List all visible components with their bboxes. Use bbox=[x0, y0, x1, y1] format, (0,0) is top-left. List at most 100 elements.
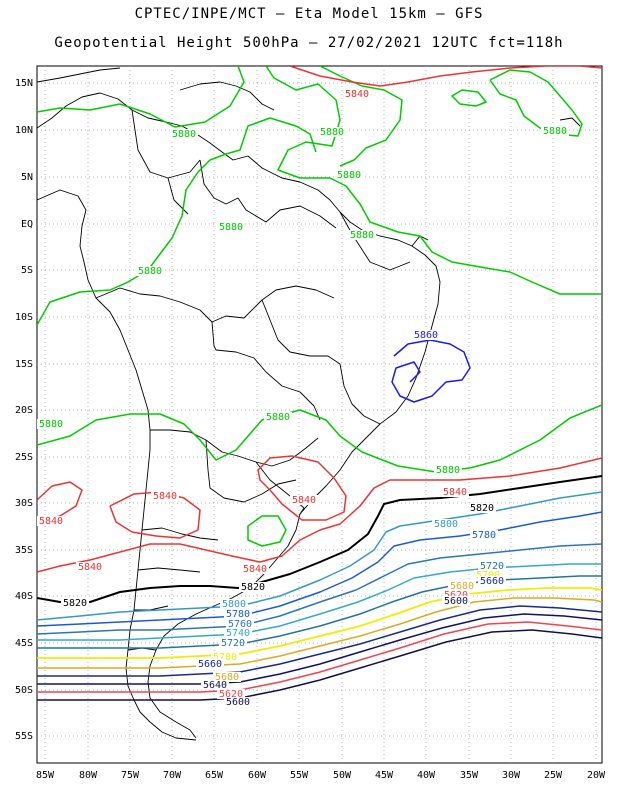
lat-tick-label: 15S bbox=[15, 359, 33, 370]
contour-5660 bbox=[37, 605, 602, 677]
lat-tick-label: 15N bbox=[15, 78, 33, 89]
lat-tick-label: 45S bbox=[15, 638, 33, 649]
contour-label: 5800 bbox=[434, 519, 458, 530]
lon-tick-label: 30W bbox=[502, 770, 521, 781]
lat-tick-label: 10S bbox=[15, 312, 33, 323]
contour-label-bg bbox=[37, 516, 65, 526]
contour-label-bg bbox=[61, 598, 89, 608]
contour-label: 5840 bbox=[345, 89, 369, 100]
lon-tick-label: 60W bbox=[248, 770, 267, 781]
contour-label-bg bbox=[224, 697, 252, 707]
lat-tick-label: 40S bbox=[15, 591, 33, 602]
contour-label: 5880 bbox=[337, 170, 361, 181]
contour-label-bg bbox=[468, 503, 496, 513]
contour-label-bg bbox=[219, 638, 247, 648]
contour-label-bg bbox=[290, 495, 318, 505]
contour-label-bg bbox=[478, 576, 506, 586]
contour-label-bg bbox=[239, 582, 267, 592]
contour-label-bg bbox=[136, 266, 164, 276]
contour-label: 5840 bbox=[292, 495, 316, 506]
contour-label-bg bbox=[442, 590, 470, 600]
contour-label: 5860 bbox=[414, 330, 438, 341]
contour-label: 5880 bbox=[172, 129, 196, 140]
lon-tick-label: 70W bbox=[163, 770, 182, 781]
contour-label: 5660 bbox=[198, 659, 222, 670]
lon-tick-label: 55W bbox=[290, 770, 309, 781]
lon-tick-label: 80W bbox=[79, 770, 98, 781]
contour-5600 bbox=[37, 629, 602, 701]
lat-tick-label: 30S bbox=[15, 498, 33, 509]
contour-label: 5880 bbox=[138, 266, 162, 277]
contour-5760 bbox=[37, 543, 602, 635]
contour-label-bg bbox=[151, 491, 179, 501]
map-subtitle: Geopotential Height 500hPa – 27/02/2021 … bbox=[54, 35, 564, 51]
contour-label: 5880 bbox=[350, 230, 374, 241]
contour-label-bg bbox=[170, 129, 198, 139]
contour-label: 5840 bbox=[443, 487, 467, 498]
contour-5880 bbox=[37, 66, 602, 547]
contour-label-bg bbox=[448, 581, 476, 591]
contour-label: 5620 bbox=[444, 590, 468, 601]
contour-label-bg bbox=[432, 519, 460, 529]
contour-5740 bbox=[37, 563, 602, 641]
lon-tick-label: 20W bbox=[587, 770, 606, 781]
contour-label: 5880 bbox=[266, 412, 290, 423]
contour-labels: 5880 5880 5880 5880 5880 5880 5880 5880 5880 5880… bbox=[37, 89, 569, 708]
contour-label: 5620 bbox=[219, 689, 243, 700]
lon-tick-label: 40W bbox=[417, 770, 436, 781]
contour-label-bg bbox=[196, 659, 224, 669]
contour-label: 5880 bbox=[219, 222, 243, 233]
contour-label-bg bbox=[335, 170, 363, 180]
contour-label: 5820 bbox=[470, 503, 494, 514]
lat-tick-label: 5N bbox=[21, 172, 33, 183]
axis-ticks: 15N 10N 5N EQ 5S 10S 15S 20S 25S 30S 35S 40S 45S 50S 5… bbox=[15, 78, 606, 781]
contour-5780 bbox=[37, 511, 602, 627]
contour-label: 5640 bbox=[203, 680, 227, 691]
contour-label: 5680 bbox=[215, 672, 239, 683]
contour-label-bg bbox=[224, 609, 252, 619]
lat-tick-label: 10N bbox=[15, 125, 33, 136]
contour-label: 5720 bbox=[221, 638, 245, 649]
lon-tick-label: 65W bbox=[205, 770, 224, 781]
lon-tick-label: 85W bbox=[36, 770, 55, 781]
contour-label-bg bbox=[412, 330, 440, 340]
contour-label: 5880 bbox=[436, 465, 460, 476]
contour-label-bg bbox=[220, 599, 248, 609]
contour-label: 5660 bbox=[480, 576, 504, 587]
contour-label-bg bbox=[470, 530, 498, 540]
lat-tick-label: 5S bbox=[21, 265, 33, 276]
contour-label-bg bbox=[264, 412, 292, 422]
contour-label-bg bbox=[348, 230, 376, 240]
contour-label: 5820 bbox=[63, 598, 87, 609]
contour-label: 5700 bbox=[213, 652, 237, 663]
contour-label: 5880 bbox=[543, 126, 567, 137]
contour-label-bg bbox=[201, 680, 229, 690]
lat-tick-label: EQ bbox=[21, 219, 33, 230]
contour-label: 5880 bbox=[39, 419, 63, 430]
lat-tick-label: 25S bbox=[15, 452, 33, 463]
contour-label: 5840 bbox=[153, 491, 177, 502]
contour-label-bg bbox=[226, 619, 254, 629]
contour-label: 5680 bbox=[450, 581, 474, 592]
contour-5620 bbox=[37, 621, 602, 693]
lon-tick-label: 35W bbox=[460, 770, 479, 781]
contour-label-bg bbox=[76, 562, 104, 572]
contour-label: 5700 bbox=[476, 570, 500, 581]
contour-label-bg bbox=[434, 465, 462, 475]
contour-label-bg bbox=[318, 127, 346, 137]
contour-5720 bbox=[37, 575, 602, 649]
contour-label: 5820 bbox=[241, 582, 265, 593]
lon-tick-label: 45W bbox=[375, 770, 394, 781]
contour-label-bg bbox=[217, 689, 245, 699]
lat-tick-label: 20S bbox=[15, 405, 33, 416]
contour-5680 bbox=[37, 597, 602, 669]
contour-label: 5720 bbox=[480, 561, 504, 572]
lon-tick-label: 25W bbox=[544, 770, 563, 781]
contour-label-bg bbox=[241, 564, 269, 574]
contour-label: 5740 bbox=[226, 628, 250, 639]
lat-tick-label: 35S bbox=[15, 545, 33, 556]
contour-label-bg bbox=[442, 596, 470, 606]
contour-label-bg bbox=[213, 672, 241, 682]
lon-tick-label: 75W bbox=[121, 770, 140, 781]
